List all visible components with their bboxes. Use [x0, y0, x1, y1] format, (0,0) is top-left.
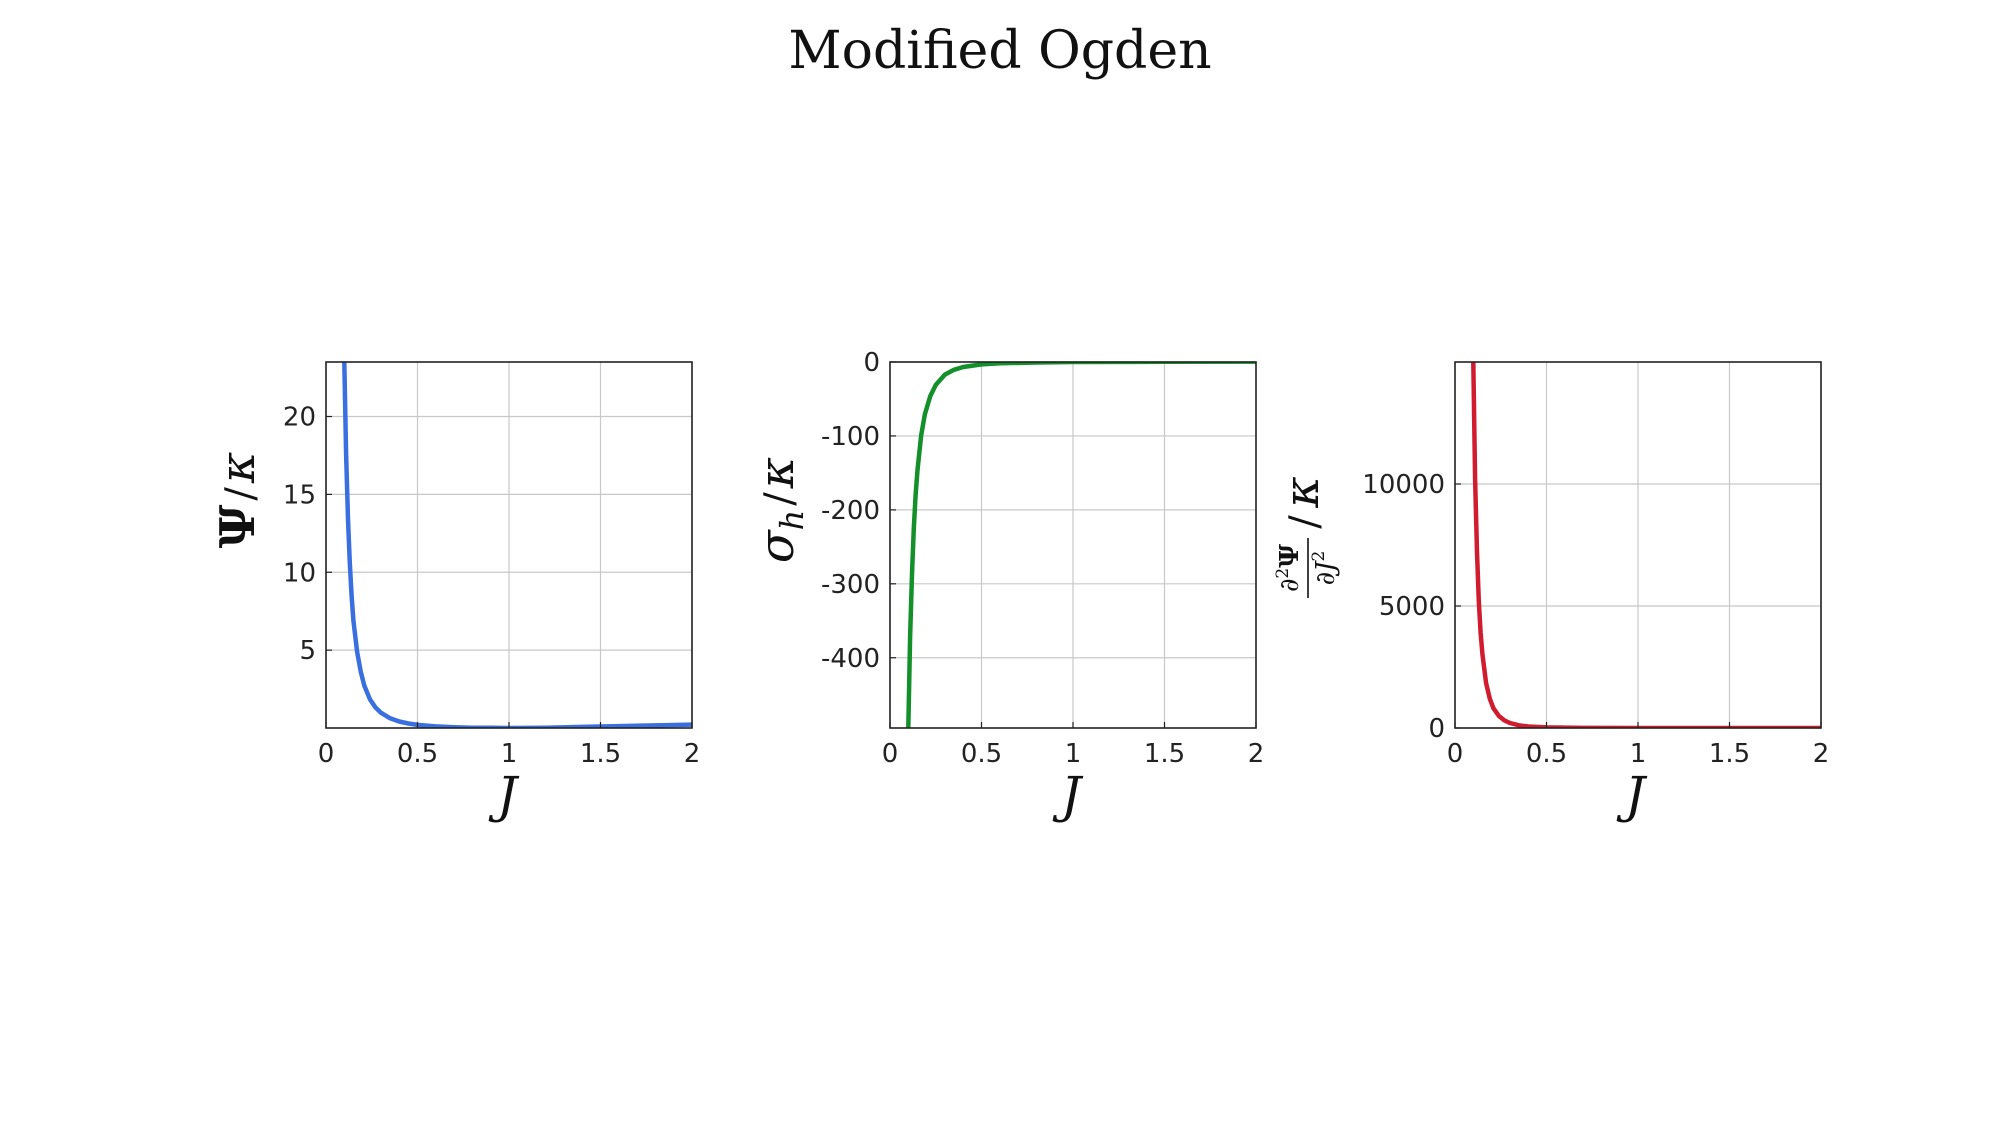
svg-text:κ: κ: [1274, 476, 1330, 508]
plot-frame: [325, 361, 693, 729]
x-axis-label: J: [1616, 766, 1648, 824]
y-tick-label: 5000: [1379, 592, 1445, 622]
y-tick-label: -300: [821, 570, 880, 600]
y-tick-label: -100: [821, 422, 880, 452]
y-tick-label: -200: [821, 496, 880, 526]
x-axis-label: J: [1052, 766, 1084, 824]
x-axis-label: J: [488, 766, 520, 824]
y-tick-label: 5: [299, 636, 316, 666]
x-tick-label: 1: [501, 739, 518, 769]
x-tick-label: 1: [1065, 739, 1082, 769]
x-tick-label: 1.5: [580, 739, 621, 769]
svg-text:σh/κ: σh/κ: [749, 457, 811, 563]
svg-text:∂2Ψ: ∂2Ψ: [1273, 544, 1305, 592]
x-tick-label: 1.5: [1144, 739, 1185, 769]
svg-text:∂J2: ∂J2: [1309, 551, 1341, 586]
x-tick-label: 2: [1248, 739, 1265, 769]
y-axis-label: ∂2Ψ ∂J2 / κ: [1273, 476, 1341, 598]
panel-d2psi: 0 0.5 1 1.5 2 0 5000 10000 J ∂2Ψ ∂J2 / κ: [1273, 361, 1830, 824]
x-tick-label: 0: [882, 739, 899, 769]
x-tick-label: 0.5: [1526, 739, 1567, 769]
x-tick-label: 1.5: [1709, 739, 1750, 769]
plot-frame: [889, 361, 1257, 729]
series-line: [906, 362, 1256, 728]
x-tick-label: 1: [1630, 739, 1647, 769]
y-axis-label: σh/κ: [749, 457, 811, 563]
x-tick-label: 0: [1447, 739, 1464, 769]
x-tick-label: 0: [318, 739, 335, 769]
panel-psi: 0 0.5 1 1.5 2 5 10 15 20 J Ψ/κ: [210, 361, 701, 824]
y-tick-label: 10: [283, 558, 316, 588]
svg-text:/: /: [1282, 515, 1328, 529]
plot-frame: [1454, 361, 1822, 729]
y-tick-label: 15: [283, 480, 316, 510]
y-tick-label: 0: [863, 348, 880, 378]
x-tick-label: 0.5: [397, 739, 438, 769]
y-axis-label: Ψ/κ: [210, 452, 266, 549]
x-tick-label: 0.5: [961, 739, 1002, 769]
y-tick-label: 20: [283, 403, 316, 433]
x-tick-label: 2: [1813, 739, 1830, 769]
y-tick-label: 10000: [1362, 470, 1445, 500]
figure-title: Modified Ogden: [788, 21, 1211, 81]
svg-text:Ψ/κ: Ψ/κ: [210, 452, 266, 549]
series-line: [1471, 362, 1821, 728]
y-tick-label: 0: [1428, 714, 1445, 744]
y-tick-label: -400: [821, 644, 880, 674]
x-tick-label: 2: [684, 739, 701, 769]
panel-sigma: 0 0.5 1 1.5 2 0 -100 -200 -300 -400 J σh/κ: [749, 348, 1264, 824]
